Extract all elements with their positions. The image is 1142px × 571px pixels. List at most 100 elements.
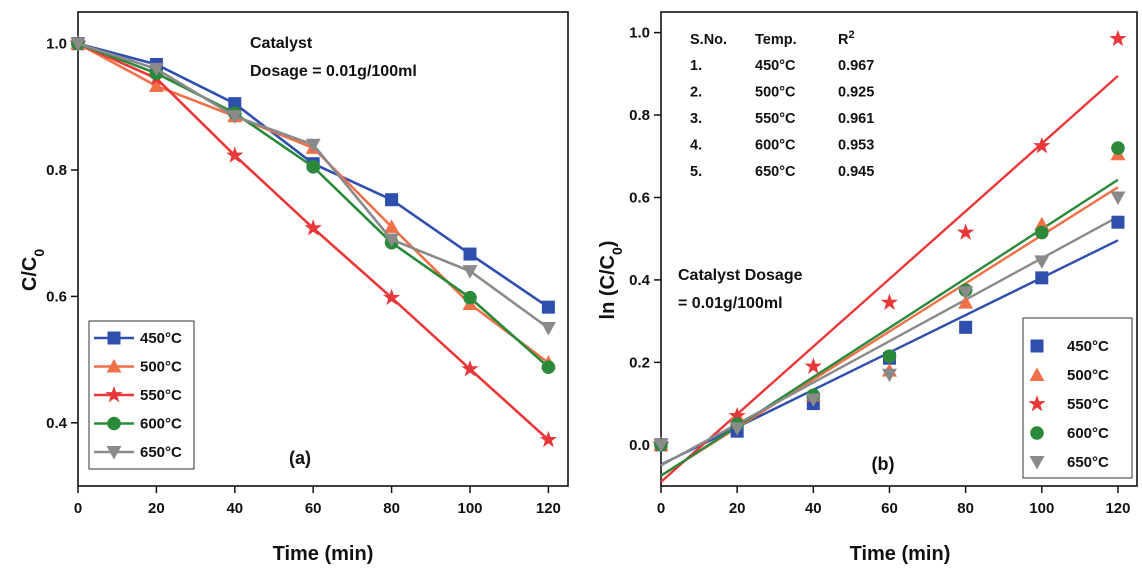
data-point <box>1109 29 1127 47</box>
table-cell: 5. <box>690 164 702 180</box>
x-tick-label: 60 <box>305 500 322 517</box>
data-point <box>385 193 399 207</box>
table-cell: 0.945 <box>838 164 874 180</box>
data-point <box>541 300 555 314</box>
y-tick-label: 0.6 <box>629 189 650 206</box>
table-cell: 2. <box>690 85 702 101</box>
panel-b-y-axis-label: ln (C/C0) <box>597 241 625 320</box>
x-tick-label: 20 <box>148 500 165 517</box>
series-line <box>77 42 550 369</box>
panel-b-x-axis-label: Time (min) <box>850 543 951 565</box>
panel-a-y-axis-label: C/C0 <box>19 249 47 291</box>
panel-a-plot-frame <box>77 11 569 487</box>
legend-label: 650°C <box>140 444 182 461</box>
panel-a-x-axis-label: Time (min) <box>273 543 374 565</box>
legend-entry: 500°C <box>94 359 182 376</box>
legend-marker <box>107 416 121 431</box>
y-tick-label: 0.4 <box>46 415 68 432</box>
x-tick-label: 0 <box>657 500 665 517</box>
panel-b-plot-frame <box>660 11 1138 487</box>
table-cell: 600°C <box>755 138 796 154</box>
legend-marker <box>107 331 121 345</box>
data-point <box>959 320 973 334</box>
data-point <box>463 290 477 305</box>
panel-b-annotation-line-2: = 0.01g/100ml <box>678 295 783 312</box>
table-cell: 0.961 <box>838 111 874 127</box>
y-tick-label: 0.6 <box>46 288 67 305</box>
panel-b-annotation-line-1: Catalyst Dosage <box>678 267 803 284</box>
legend-label: 550°C <box>140 387 182 404</box>
data-point <box>1111 141 1125 155</box>
panel-b-label: (b) <box>872 454 895 474</box>
data-point <box>541 360 556 374</box>
panel-a-annotation-line-2: Dosage = 0.01g/100ml <box>250 63 417 80</box>
legend-label: 600°C <box>140 416 182 433</box>
table-cell: 0.967 <box>838 58 874 74</box>
data-point <box>880 293 899 310</box>
table-cell: 1. <box>690 58 702 74</box>
data-point <box>804 357 822 374</box>
legend-entry: 650°C <box>1029 454 1109 471</box>
x-tick-label: 40 <box>226 500 243 517</box>
x-tick-label: 100 <box>1029 500 1054 517</box>
legend-marker <box>1030 426 1044 440</box>
legend-label: 550°C <box>1067 396 1109 413</box>
legend-label: 450°C <box>1067 338 1109 355</box>
legend-marker <box>1030 339 1044 353</box>
table-cell: 3. <box>690 111 702 127</box>
x-tick-label: 20 <box>729 500 746 517</box>
legend-label: 450°C <box>140 330 182 347</box>
y-tick-label: 0.0 <box>629 437 650 454</box>
data-point <box>462 265 478 279</box>
r-squared-table: S.No. Temp. R2 1. 450°C 0.967 2. 500°C 0.925 3. 55… <box>690 29 874 180</box>
panel-b-x-ticks: 0 20 40 60 80 100 120 <box>657 486 1130 517</box>
y-tick-label: 1.0 <box>629 25 650 42</box>
legend-label: 500°C <box>1067 367 1109 384</box>
y-tick-label: 0.4 <box>629 272 651 289</box>
x-tick-label: 120 <box>1105 500 1130 517</box>
x-tick-label: 80 <box>383 500 400 517</box>
data-point <box>882 349 897 363</box>
panel-b-scatter-chart: 0.0 0.2 0.4 0.6 0.8 1.0 0 20 40 60 80 100 120 Time … <box>597 11 1138 565</box>
series-line <box>77 42 550 364</box>
data-point <box>540 322 556 336</box>
legend-entry: 550°C <box>1028 394 1109 413</box>
data-point <box>956 223 975 240</box>
data-point <box>1035 271 1049 285</box>
legend-entry: 450°C <box>94 330 182 347</box>
x-tick-label: 40 <box>805 500 822 517</box>
y-tick-label: 0.8 <box>629 107 650 124</box>
data-point <box>1111 215 1125 229</box>
table-cell: 550°C <box>755 111 796 127</box>
x-tick-label: 0 <box>74 500 82 517</box>
series-line <box>77 42 550 330</box>
legend-entry: 550°C <box>94 385 182 404</box>
data-point <box>306 160 320 174</box>
panel-b-y-ticks: 0.0 0.2 0.4 0.6 0.8 1.0 <box>629 25 661 454</box>
x-tick-label: 120 <box>536 500 561 517</box>
data-point <box>463 247 477 261</box>
legend-entry: 650°C <box>94 444 182 461</box>
panel-a-line-chart: 0.40.60.81.0 0 20 40 60 80 100 120 Time (min) … <box>19 11 569 565</box>
table-cell: 4. <box>690 138 702 154</box>
series <box>70 36 556 369</box>
data-point <box>1110 191 1126 205</box>
data-point <box>1035 225 1049 240</box>
legend-label: 600°C <box>1067 425 1109 442</box>
table-cell: 0.953 <box>838 138 874 154</box>
y-tick-label: 0.2 <box>629 354 650 371</box>
table-cell: 650°C <box>755 164 796 180</box>
table-cell: 450°C <box>755 58 796 74</box>
x-tick-label: 80 <box>957 500 974 517</box>
table-header: S.No. <box>690 32 727 48</box>
legend-entry: 500°C <box>1029 367 1109 384</box>
legend-entry: 450°C <box>1030 338 1109 355</box>
panel-b-legend: 450°C 500°C 550°C 600°C 650°C <box>1022 317 1133 479</box>
y-tick-label: 1.0 <box>46 36 67 53</box>
panel-a-y-ticks: 0.4 0.6 0.8 1.0 <box>46 36 78 432</box>
table-cell: 0.925 <box>838 85 874 101</box>
table-header: R2 <box>838 29 855 48</box>
legend-label: 500°C <box>140 359 182 376</box>
series <box>70 37 556 336</box>
